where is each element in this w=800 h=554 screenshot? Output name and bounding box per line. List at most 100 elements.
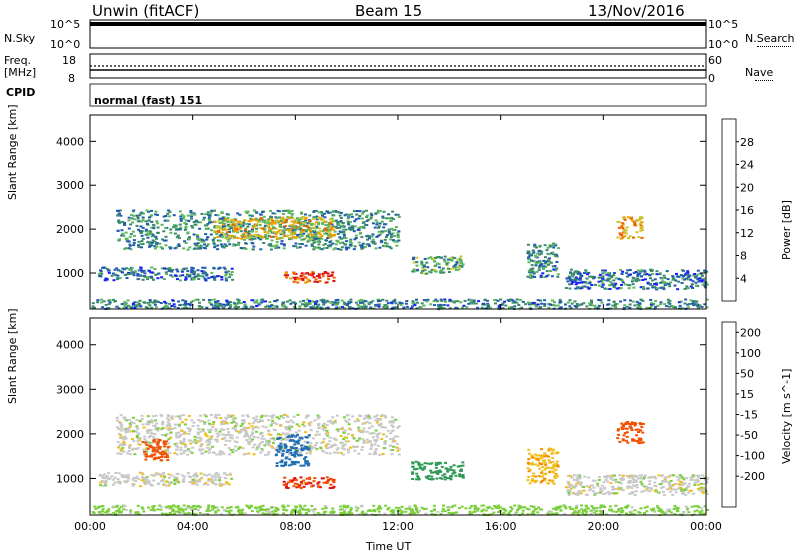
echo-cell — [376, 303, 380, 306]
echo-cell — [261, 220, 265, 223]
echo-cell — [375, 235, 379, 238]
echo-cell — [276, 446, 280, 449]
echo-cell — [159, 475, 163, 478]
echo-cell — [611, 479, 615, 482]
echo-cell — [339, 435, 343, 437]
echo-cell — [527, 452, 531, 455]
echo-cell — [123, 222, 126, 224]
echo-cell — [230, 267, 234, 270]
echo-cell — [354, 301, 358, 304]
echo-cell — [295, 423, 299, 426]
echo-cell — [703, 482, 706, 485]
echo-cell — [129, 248, 133, 251]
echo-cell — [183, 228, 187, 231]
echo-cell — [122, 441, 126, 444]
echo-cell — [356, 304, 360, 307]
echo-cell — [396, 234, 400, 237]
echo-cell — [209, 438, 213, 441]
echo-cell — [110, 274, 114, 277]
echo-cell — [551, 481, 555, 483]
echo-cell — [145, 209, 149, 212]
echo-cell — [420, 463, 424, 466]
echo-cell — [538, 461, 542, 464]
echo-cell — [429, 462, 433, 465]
nsky-label: N.Sky — [4, 32, 36, 45]
echo-cell — [135, 304, 139, 307]
echo-cell — [395, 442, 399, 445]
echo-cell — [384, 504, 388, 507]
echo-cell — [310, 447, 313, 450]
echo-cell — [625, 427, 629, 430]
echo-cell — [341, 453, 345, 456]
echo-cell — [672, 277, 675, 280]
echo-cell — [127, 240, 131, 243]
echo-cell — [639, 429, 643, 432]
echo-cell — [420, 272, 424, 274]
echo-cell — [151, 234, 155, 237]
echo-cell — [183, 475, 186, 478]
echo-cell — [258, 433, 262, 435]
echo-cell — [685, 285, 689, 288]
echo-cell — [211, 451, 215, 454]
echo-cell — [547, 303, 551, 305]
echo-cell — [284, 461, 288, 464]
echo-cell — [396, 231, 400, 234]
echo-cell — [227, 235, 231, 238]
echo-cell — [298, 484, 302, 487]
echo-cell — [328, 487, 332, 489]
echo-cell — [697, 476, 701, 479]
echo-cell — [352, 230, 356, 233]
echo-cell — [405, 305, 409, 308]
echo-cell — [540, 471, 544, 474]
echo-cell — [295, 221, 299, 224]
echo-cell — [212, 298, 216, 301]
echo-cell — [129, 453, 132, 456]
echo-cell — [553, 477, 557, 479]
echo-cell — [631, 283, 635, 286]
echo-cell — [283, 426, 287, 429]
echo-cell — [634, 479, 638, 482]
echo-cell — [120, 474, 124, 477]
echo-cell — [378, 299, 382, 302]
echo-cell — [352, 437, 356, 440]
echo-cell — [107, 303, 111, 306]
echo-cell — [152, 440, 156, 442]
echo-cell — [354, 218, 358, 221]
echo-cell — [281, 444, 285, 447]
echo-cell — [223, 225, 227, 228]
echo-cell — [380, 426, 384, 429]
echo-cell — [333, 437, 337, 440]
echo-cell — [607, 272, 610, 274]
echo-cell — [629, 217, 633, 220]
echo-cell — [166, 417, 170, 420]
echo-cell — [353, 238, 357, 241]
noise-tick-right-bottom: 10^0 — [708, 38, 739, 51]
echo-region — [411, 460, 465, 481]
echo-cell — [568, 475, 572, 478]
echo-cell — [114, 472, 118, 474]
echo-cell — [521, 300, 525, 303]
echo-cell — [363, 422, 366, 425]
echo-cell — [641, 299, 645, 302]
echo-cell — [286, 481, 290, 484]
echo-cell — [176, 506, 180, 509]
echo-cell — [216, 214, 220, 217]
echo-cell — [649, 299, 653, 301]
echo-cell — [322, 247, 326, 250]
echo-cell — [493, 299, 497, 301]
echo-cell — [298, 243, 302, 245]
echo-cell — [323, 232, 327, 235]
echo-cell — [115, 426, 119, 429]
echo-cell — [251, 225, 255, 228]
echo-cell — [173, 274, 177, 277]
echo-cell — [436, 262, 439, 265]
echo-cell — [186, 248, 190, 251]
echo-cell — [300, 272, 304, 275]
echo-cell — [378, 209, 382, 212]
echo-region — [526, 242, 561, 279]
echo-cell — [340, 441, 344, 444]
echo-cell — [535, 270, 539, 273]
echo-cell — [528, 468, 532, 471]
echo-cell — [678, 304, 682, 307]
echo-cell — [301, 230, 305, 233]
